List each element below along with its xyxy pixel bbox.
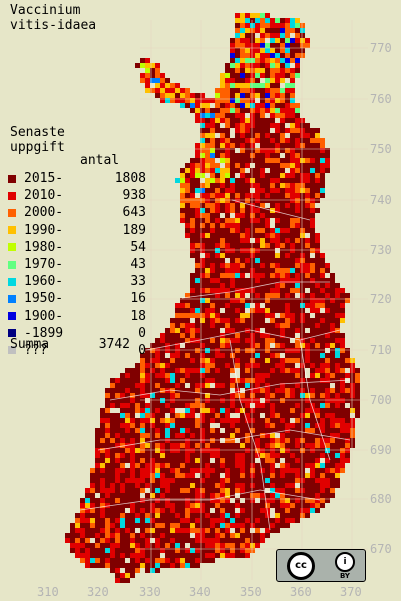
y-tick-label: 710 (370, 343, 392, 357)
legend-swatch (8, 226, 16, 235)
legend-swatch (8, 277, 16, 286)
legend-heading: Senaste uppgift (10, 125, 65, 155)
species-epithet: vitis-idaea (10, 18, 97, 33)
y-tick-label: 770 (370, 41, 392, 55)
legend-row: 1970- 43 (8, 256, 146, 273)
legend-count: 54 (130, 239, 146, 255)
legend-count: 189 (122, 222, 146, 238)
x-tick-label: 360 (290, 585, 312, 599)
legend-label: -1899 (24, 325, 64, 341)
legend-heading-line1: Senaste (10, 125, 65, 140)
legend-swatch (8, 243, 16, 252)
legend-label: 1990- (24, 222, 64, 238)
legend-summa: Summa 3742 (10, 337, 130, 352)
x-tick-label: 340 (189, 585, 211, 599)
legend-row: 1900- 18 (8, 308, 146, 325)
legend-swatch (8, 294, 16, 303)
legend: 2015- 1808 2010- 938 2000- 643 1990- 189 1980- 54… (8, 170, 146, 359)
legend-swatch (8, 174, 16, 183)
legend-heading-line2: uppgift (10, 140, 65, 155)
y-tick-label: 730 (370, 243, 392, 257)
y-tick-label: 670 (370, 542, 392, 556)
legend-row: 1950- 16 (8, 290, 146, 307)
legend-row: 2010- 938 (8, 187, 146, 204)
y-tick-label: 740 (370, 193, 392, 207)
legend-row: 1960- 33 (8, 273, 146, 290)
legend-row: 1980- 54 (8, 239, 146, 256)
legend-label: 2015- (24, 171, 64, 187)
legend-count: 0 (138, 342, 146, 358)
legend-row: 1990- 189 (8, 222, 146, 239)
y-tick-label: 720 (370, 292, 392, 306)
legend-label: 1970- (24, 257, 64, 273)
summa-value: 3742 (98, 337, 130, 352)
by-label: BY (339, 571, 351, 580)
legend-count: 0 (138, 325, 146, 341)
legend-label: 1980- (24, 239, 64, 255)
y-tick-label: 680 (370, 492, 392, 506)
legend-label: 2010- (24, 188, 64, 204)
legend-row: 2000- 643 (8, 204, 146, 221)
legend-row: ??? 0 (8, 342, 146, 359)
legend-label: 2000- (24, 205, 64, 221)
summa-label: Summa (10, 337, 50, 352)
legend-row: 2015- 1808 (8, 170, 146, 187)
creative-commons-icon: cc (287, 551, 315, 580)
cc-by-license-badge[interactable]: cc i BY (276, 549, 366, 582)
species-genus: Vaccinium (10, 3, 81, 18)
legend-swatch (8, 346, 16, 355)
legend-count: 18 (130, 308, 146, 324)
y-tick-label: 700 (370, 393, 392, 407)
legend-count: 43 (130, 257, 146, 273)
attribution-icon: i BY (335, 551, 355, 580)
x-tick-label: 350 (240, 585, 262, 599)
legend-swatch (8, 312, 16, 321)
legend-count: 33 (130, 274, 146, 290)
y-tick-label: 760 (370, 92, 392, 106)
legend-label: 1900- (24, 308, 64, 324)
person-icon: i (335, 551, 355, 572)
x-tick-label: 320 (87, 585, 109, 599)
legend-swatch (8, 208, 16, 217)
legend-count: 938 (122, 188, 146, 204)
legend-label: ??? (24, 342, 48, 358)
legend-swatch (8, 260, 16, 269)
x-tick-label: 310 (37, 585, 59, 599)
legend-count: 643 (122, 205, 146, 221)
species-title: Vaccinium vitis-idaea (10, 3, 96, 33)
legend-count: 16 (130, 291, 146, 307)
y-tick-label: 750 (370, 142, 392, 156)
legend-row: -1899 0 (8, 325, 146, 342)
y-tick-label: 690 (370, 443, 392, 457)
x-tick-label: 370 (340, 585, 362, 599)
legend-count: 1808 (114, 171, 146, 187)
legend-label: 1960- (24, 274, 64, 290)
legend-label: 1950- (24, 291, 64, 307)
legend-count-header: antal (80, 153, 120, 168)
legend-swatch (8, 329, 16, 338)
legend-swatch (8, 191, 16, 200)
x-tick-label: 330 (139, 585, 161, 599)
